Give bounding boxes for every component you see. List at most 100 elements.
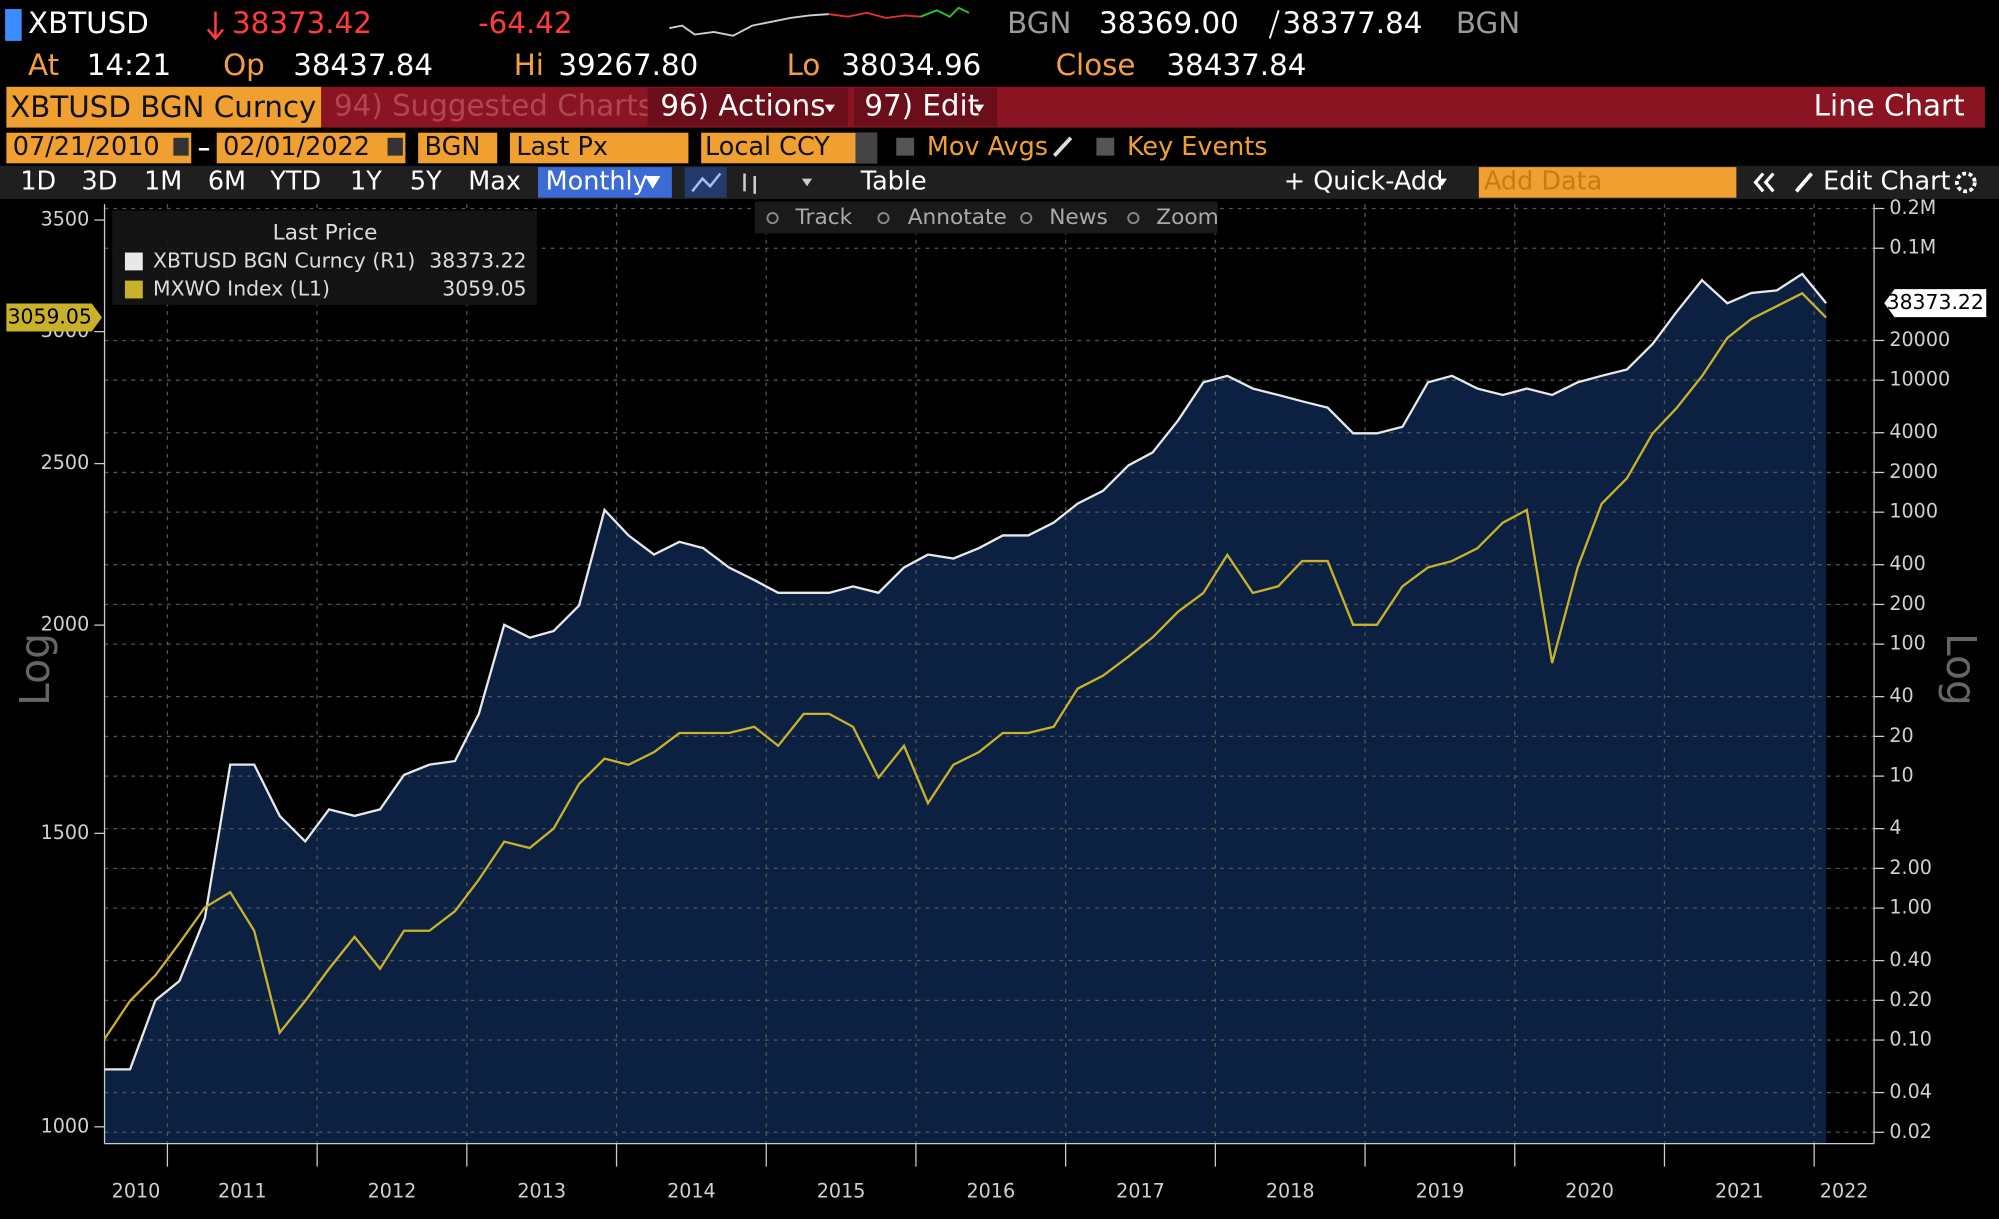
field-value: 38437.84 xyxy=(1167,48,1307,82)
menu-bar xyxy=(321,86,1985,128)
quick-add[interactable]: + Quick-Add xyxy=(1284,166,1444,196)
settings-icon[interactable] xyxy=(1955,171,1977,194)
menu-item[interactable]: 97) Edit xyxy=(864,89,979,123)
y-tick-label: 2000 xyxy=(41,613,90,636)
input-box[interactable] xyxy=(1478,167,1737,198)
period-button[interactable]: 5Y xyxy=(410,166,442,196)
tool-icon[interactable] xyxy=(1127,212,1140,225)
y-tick-label: 1000 xyxy=(41,1114,90,1137)
security-box[interactable] xyxy=(6,86,322,128)
x-tick-label: 2012 xyxy=(368,1180,417,1203)
collapse-icon[interactable] xyxy=(1753,172,1775,193)
calendar-icon[interactable] xyxy=(173,137,189,156)
field-label: Op xyxy=(223,48,265,82)
tool-button[interactable]: Track xyxy=(795,205,853,230)
end-date[interactable]: 02/01/2022 xyxy=(223,132,370,162)
net-change: -64.42 xyxy=(478,6,572,40)
legend-label: MXWO Index (L1) xyxy=(153,277,330,301)
x-tick-label: 2013 xyxy=(517,1180,566,1203)
dropdown[interactable] xyxy=(855,132,878,164)
tool-button[interactable]: News xyxy=(1049,205,1108,230)
ticker-marker xyxy=(5,9,22,41)
legend-swatch xyxy=(124,252,143,271)
checkbox[interactable] xyxy=(896,137,915,156)
input-box[interactable] xyxy=(509,132,689,164)
sparkline xyxy=(920,6,970,18)
down-arrow xyxy=(206,11,225,41)
sparkline xyxy=(669,13,829,37)
legend-swatch xyxy=(124,280,143,299)
chart-tools xyxy=(754,201,1218,234)
field-label: At xyxy=(28,48,59,82)
frequency[interactable]: Monthly xyxy=(546,166,648,196)
y2-tick-label: 20000 xyxy=(1889,328,1950,351)
checkbox[interactable] xyxy=(1096,137,1115,156)
tool-icon[interactable] xyxy=(1020,212,1033,225)
field[interactable]: Last Px xyxy=(516,132,608,162)
menu-button[interactable] xyxy=(854,88,997,127)
period-button[interactable]: 1M xyxy=(144,166,182,196)
y-tick-label: 3500 xyxy=(41,208,90,231)
tool-icon[interactable] xyxy=(877,212,890,225)
period-button[interactable]: YTD xyxy=(269,166,321,196)
y2-tick-label: 0.20 xyxy=(1889,988,1932,1011)
calendar-icon[interactable] xyxy=(387,137,403,156)
input-box[interactable] xyxy=(701,132,878,164)
y2-tick-label: 4000 xyxy=(1889,420,1938,443)
x-tick-label: 2022 xyxy=(1820,1180,1869,1203)
checkbox-label[interactable]: Mov Avgs xyxy=(927,132,1048,162)
edit-chart[interactable]: Edit Chart xyxy=(1823,166,1950,196)
dropdown-arrow xyxy=(824,104,836,113)
menu-item[interactable]: 94) Suggested Charts xyxy=(334,89,653,123)
sparkline xyxy=(828,11,921,19)
y2-tick-label: 0.1M xyxy=(1889,236,1936,259)
x-tick-label: 2020 xyxy=(1565,1180,1614,1203)
series-line xyxy=(104,272,1828,1071)
checkbox-label[interactable]: Key Events xyxy=(1127,132,1268,162)
input-box[interactable] xyxy=(216,132,406,164)
period-buttons: 1D 3D 1M 6M YTD 1Y 5Y Max xyxy=(20,166,521,196)
chart-type: Line Chart xyxy=(1814,89,1965,123)
table-button[interactable]: Table xyxy=(860,166,927,196)
y2-tick-label: 1000 xyxy=(1889,500,1938,523)
bar-icon[interactable] xyxy=(743,173,756,194)
legend-value: 3059.05 xyxy=(442,277,526,301)
input-box[interactable] xyxy=(418,132,498,164)
y2-tick-label: 40 xyxy=(1889,684,1913,707)
y2-tick-label: 10000 xyxy=(1889,368,1950,391)
x-tick-label: 2014 xyxy=(667,1180,716,1203)
tool-button[interactable]: Zoom xyxy=(1156,205,1218,230)
period-button[interactable]: Max xyxy=(468,166,521,196)
menu-button[interactable] xyxy=(647,88,848,127)
security[interactable]: XBTUSD BGN Curncy xyxy=(10,90,316,124)
legend-value: 38373.22 xyxy=(429,248,526,272)
y2-tick-label: 0.02 xyxy=(1889,1120,1932,1143)
input-box[interactable] xyxy=(6,132,192,164)
x-tick-label: 2011 xyxy=(218,1180,267,1203)
start-date[interactable]: 07/21/2010 xyxy=(13,132,160,162)
bid: 38369.00 xyxy=(1099,6,1239,40)
last-value-label: 3059.05 xyxy=(8,305,92,329)
source[interactable]: BGN xyxy=(425,132,481,162)
field-label: Close xyxy=(1056,48,1136,82)
currency[interactable]: Local CCY xyxy=(705,132,830,162)
period-button[interactable]: 1Y xyxy=(350,166,382,196)
tool-button[interactable]: Annotate xyxy=(908,205,1007,230)
add-data[interactable]: Add Data xyxy=(1484,166,1602,196)
y2-tick-label: 2000 xyxy=(1889,460,1938,483)
chart-tools: Track Annotate News Zoom xyxy=(766,205,1219,230)
period-button[interactable]: 3D xyxy=(82,166,118,196)
y2-tick-label: 0.04 xyxy=(1889,1080,1932,1103)
field-label: Hi xyxy=(514,48,544,82)
menu-item[interactable]: 96) Actions xyxy=(660,89,825,123)
y-tick-label: 2500 xyxy=(41,451,90,474)
series-area xyxy=(104,273,1827,1144)
field-value: 14:21 xyxy=(87,48,171,82)
x-tick-label: 2015 xyxy=(817,1180,866,1203)
y2-tick-label: 100 xyxy=(1889,632,1925,655)
ticker: XBTUSD xyxy=(28,6,149,40)
period-button[interactable]: 6M xyxy=(208,166,246,196)
tool-icon[interactable] xyxy=(766,212,779,225)
x-tick-label: 2016 xyxy=(966,1180,1015,1203)
period-button[interactable]: 1D xyxy=(20,166,56,196)
